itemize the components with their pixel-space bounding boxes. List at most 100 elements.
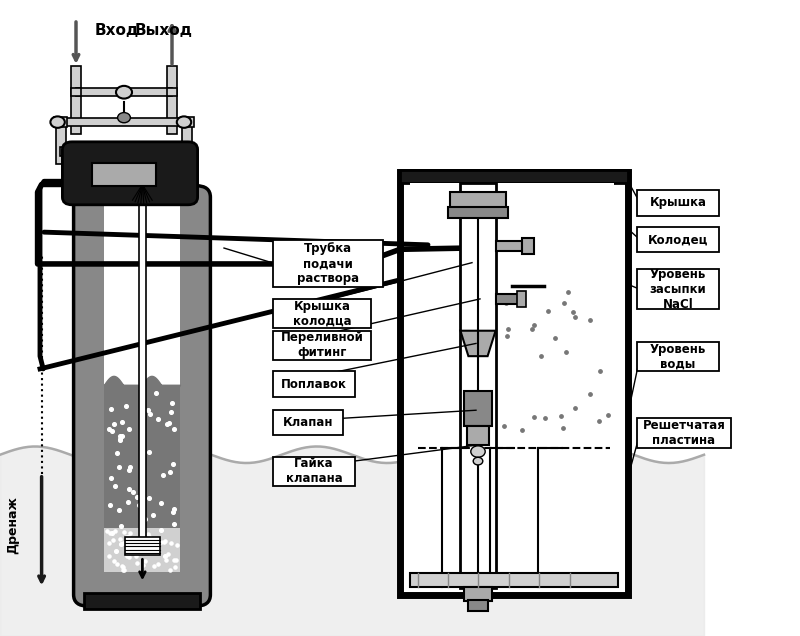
Point	[151, 415, 164, 425]
FancyBboxPatch shape	[104, 528, 180, 572]
FancyBboxPatch shape	[92, 163, 156, 186]
Point	[148, 561, 161, 571]
Point	[112, 462, 125, 472]
Point	[130, 551, 142, 561]
Point	[131, 534, 144, 544]
Point	[154, 525, 167, 535]
Point	[122, 544, 135, 554]
Point	[133, 500, 146, 510]
FancyBboxPatch shape	[637, 418, 731, 448]
FancyBboxPatch shape	[166, 66, 178, 134]
FancyBboxPatch shape	[273, 299, 371, 328]
Text: Клапан: Клапан	[282, 416, 334, 429]
FancyBboxPatch shape	[181, 117, 194, 127]
Point	[135, 527, 148, 537]
Point	[123, 537, 136, 548]
FancyBboxPatch shape	[637, 227, 719, 252]
Point	[120, 551, 133, 561]
FancyBboxPatch shape	[273, 331, 371, 360]
Point	[123, 551, 136, 562]
Point	[568, 312, 581, 322]
FancyBboxPatch shape	[410, 573, 618, 587]
Point	[142, 529, 155, 539]
Point	[135, 527, 148, 537]
Point	[559, 347, 572, 357]
Text: Гайка
клапана: Гайка клапана	[286, 457, 342, 485]
Point	[155, 497, 168, 508]
FancyBboxPatch shape	[273, 240, 383, 287]
Point	[166, 459, 179, 469]
Point	[113, 434, 126, 444]
FancyBboxPatch shape	[63, 147, 186, 155]
Polygon shape	[122, 172, 162, 198]
Polygon shape	[460, 331, 495, 356]
Point	[138, 514, 151, 524]
FancyBboxPatch shape	[178, 147, 189, 155]
FancyBboxPatch shape	[273, 410, 343, 435]
Point	[138, 556, 151, 566]
Point	[146, 510, 159, 520]
Point	[143, 532, 156, 542]
Point	[157, 470, 170, 480]
Point	[101, 525, 114, 536]
FancyBboxPatch shape	[637, 269, 719, 309]
Point	[566, 307, 579, 317]
FancyBboxPatch shape	[55, 122, 66, 164]
Point	[584, 389, 597, 399]
Point	[105, 473, 118, 483]
Point	[143, 534, 156, 544]
FancyBboxPatch shape	[448, 207, 508, 218]
Point	[119, 401, 132, 411]
Point	[170, 539, 183, 550]
Point	[124, 462, 137, 473]
Point	[167, 424, 180, 434]
Point	[167, 504, 180, 514]
Text: Выход: Выход	[134, 23, 193, 38]
Point	[549, 333, 562, 343]
FancyBboxPatch shape	[466, 426, 489, 445]
FancyBboxPatch shape	[76, 88, 172, 96]
Text: Уровень
воды: Уровень воды	[650, 343, 706, 371]
Text: Крышка
колодца: Крышка колодца	[293, 300, 351, 328]
FancyBboxPatch shape	[182, 122, 193, 164]
FancyBboxPatch shape	[410, 183, 614, 280]
Point	[114, 431, 127, 441]
Point	[122, 539, 134, 549]
Point	[534, 350, 547, 361]
FancyBboxPatch shape	[166, 88, 178, 96]
FancyBboxPatch shape	[273, 371, 355, 397]
Point	[166, 506, 179, 516]
Point	[104, 528, 117, 538]
Point	[142, 492, 155, 502]
Point	[122, 424, 135, 434]
FancyBboxPatch shape	[104, 200, 180, 385]
Point	[105, 404, 118, 414]
Point	[164, 565, 177, 575]
FancyBboxPatch shape	[400, 170, 628, 183]
Point	[164, 407, 177, 417]
FancyBboxPatch shape	[517, 291, 526, 307]
Point	[142, 446, 155, 457]
Text: Колодец: Колодец	[648, 233, 708, 246]
Point	[569, 403, 582, 413]
Point	[110, 546, 122, 556]
Point	[137, 446, 150, 456]
Point	[136, 560, 149, 570]
FancyBboxPatch shape	[61, 147, 72, 155]
Point	[498, 421, 511, 431]
Point	[118, 565, 130, 575]
Text: Решетчатая
пластина: Решетчатая пластина	[642, 419, 726, 447]
Point	[150, 388, 162, 398]
FancyBboxPatch shape	[496, 294, 520, 304]
Point	[103, 537, 116, 548]
Point	[557, 424, 570, 434]
Point	[116, 538, 129, 548]
FancyBboxPatch shape	[273, 457, 355, 486]
Point	[117, 565, 130, 576]
Point	[102, 551, 115, 561]
Point	[135, 446, 148, 457]
Point	[120, 532, 133, 543]
Point	[142, 404, 154, 415]
Point	[130, 558, 143, 568]
Text: Поплавок: Поплавок	[281, 378, 347, 391]
